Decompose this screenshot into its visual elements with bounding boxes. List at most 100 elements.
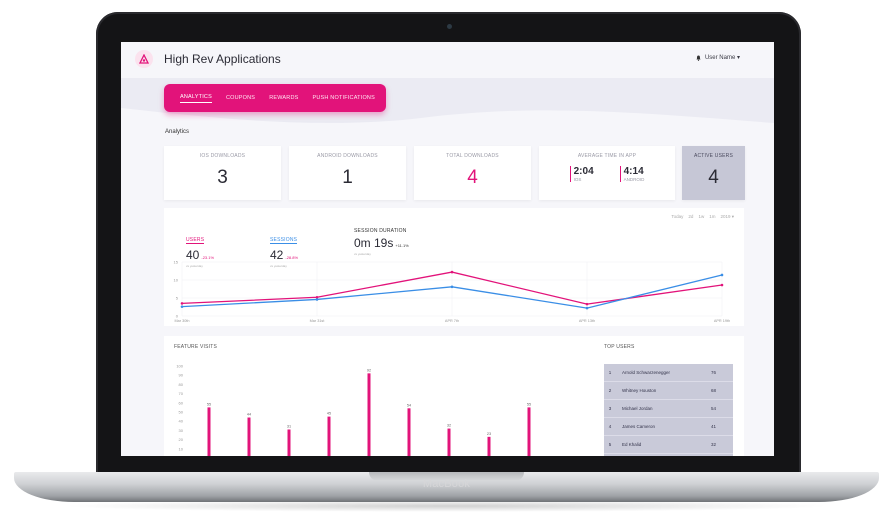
sessions-chart-panel: Today 2d 1w 1m 2019 ▾ USERS 40 -23.1% vs … <box>164 208 744 326</box>
total-downloads-card: TOTAL DOWNLOADS 4 <box>414 146 531 200</box>
metric-users-value: 40 <box>186 248 200 262</box>
feature-bar <box>407 408 411 456</box>
feature-bar <box>367 373 371 456</box>
bar-value-label: 32 <box>447 424 451 428</box>
top-user-row[interactable]: 4 James Cameron 41 <box>604 418 733 436</box>
top-user-rank: 1 <box>608 370 612 375</box>
active-users-label: ACTIVE USERS <box>693 153 734 159</box>
nav-tabs: ANALYTICS COUPONS REWARDS PUSH NOTIFICAT… <box>164 84 386 112</box>
app-logo-icon[interactable] <box>135 50 153 68</box>
y-tick-label: 60 <box>179 400 184 405</box>
avg-time-card: AVERAGE TIME IN APP 2:04 IOS 4:14 ANDROI… <box>539 146 675 200</box>
data-point <box>720 273 724 277</box>
data-point <box>315 295 319 299</box>
range-1w[interactable]: 1w <box>698 214 705 219</box>
app-title: High Rev Applications <box>164 52 281 66</box>
metric-duration-value: 0m 19s <box>354 236 394 250</box>
bell-icon[interactable] <box>696 55 701 61</box>
top-user-rank: 4 <box>608 424 612 429</box>
y-tick-label: 20 <box>179 437 184 442</box>
metric-sessions-sub: vs yesterday <box>270 264 287 268</box>
x-tick-label: Mar 30th <box>175 319 190 323</box>
x-tick-label: APR 7th <box>445 319 459 323</box>
camera <box>447 24 452 29</box>
top-user-name: Michael Jordan <box>622 406 653 411</box>
avg-time-ios: 2:04 IOS <box>569 166 594 182</box>
bar-value-label: 92 <box>367 368 371 372</box>
total-downloads-value: 4 <box>467 167 478 188</box>
data-point <box>450 270 454 274</box>
avg-time-ios-label: IOS <box>573 177 582 182</box>
app-header: High Rev Applications User Name ▾ <box>121 42 774 78</box>
device-brand: MacBook <box>422 478 471 490</box>
range-1m[interactable]: 1m <box>709 214 716 219</box>
metric-sessions[interactable]: SESSIONS 42 -28.8% vs yesterday <box>270 228 298 268</box>
x-tick-label: Mar 31st <box>310 319 326 323</box>
android-downloads-label: ANDROID DOWNLOADS <box>317 153 378 159</box>
y-tick-label: 70 <box>179 391 184 396</box>
android-downloads-value: 1 <box>342 167 353 188</box>
feature-bar <box>327 416 331 456</box>
total-downloads-label: TOTAL DOWNLOADS <box>446 153 499 159</box>
metric-duration-delta: +11.1% <box>395 243 409 248</box>
data-point <box>720 283 724 287</box>
y-tick-label: 90 <box>179 373 184 378</box>
top-user-score: 32 <box>711 442 717 447</box>
top-user-row[interactable]: 5 Ed Khalid 32 <box>604 436 733 454</box>
y-tick-label: 10 <box>174 278 179 283</box>
metric-duration-label: SESSION DURATION <box>354 228 407 234</box>
ios-downloads-card: IOS DOWNLOADS 3 <box>164 146 281 200</box>
top-user-rank: 5 <box>608 442 612 447</box>
top-user-name: James Cameron <box>622 424 656 429</box>
top-user-name: Ed Khalid <box>622 442 642 447</box>
feature-bar <box>487 436 491 456</box>
tab-coupons[interactable]: COUPONS <box>225 95 256 101</box>
top-user-score: 76 <box>711 370 717 375</box>
y-tick-label: 15 <box>174 260 179 265</box>
y-tick-label: 80 <box>179 382 184 387</box>
data-point <box>450 285 454 289</box>
feature-visits-title: FEATURE VISITS <box>174 344 217 350</box>
top-user-score: 41 <box>711 424 717 429</box>
range-year-dropdown[interactable]: 2019 ▾ <box>720 214 734 219</box>
bar-value-label: 54 <box>407 403 411 407</box>
data-point <box>180 305 184 308</box>
user-menu[interactable]: User Name ▾ <box>696 54 740 61</box>
screen: High Rev Applications User Name ▾ ANALYT… <box>121 42 774 456</box>
avg-time-android-value: 4:14 <box>623 166 644 177</box>
range-2d[interactable]: 2d <box>688 214 694 219</box>
top-user-score: 68 <box>711 388 717 393</box>
avg-time-android-label: ANDROID <box>623 177 645 182</box>
tab-analytics[interactable]: ANALYTICS <box>180 94 212 103</box>
user-name[interactable]: User Name ▾ <box>704 55 740 61</box>
y-tick-label: 50 <box>179 410 184 415</box>
metric-users-delta: -23.1% <box>201 255 215 260</box>
data-point <box>585 306 589 310</box>
avg-time-android: 4:14 ANDROID <box>619 166 645 182</box>
laptop-shadow <box>60 500 833 512</box>
bar-value-label: 31 <box>287 424 291 428</box>
tab-rewards[interactable]: REWARDS <box>269 95 299 101</box>
top-user-row[interactable]: 1 Arnold Schwarzenegger 76 <box>604 364 733 382</box>
range-today[interactable]: Today <box>671 214 684 219</box>
metric-users[interactable]: USERS 40 -23.1% vs yesterday <box>186 228 214 268</box>
top-user-row[interactable]: 3 Michael Jordan 54 <box>604 400 733 418</box>
active-users-value: 4 <box>708 167 719 188</box>
active-users-card[interactable]: ACTIVE USERS 4 <box>682 146 745 200</box>
ios-downloads-value: 3 <box>217 167 228 188</box>
feature-bar <box>247 417 251 456</box>
metric-duration[interactable]: SESSION DURATION 0m 19s +11.1% vs yesterd… <box>354 228 409 256</box>
x-tick-label: APR 13th <box>579 319 595 323</box>
y-tick-label: 0 <box>181 456 184 457</box>
metric-users-label: USERS <box>186 237 205 244</box>
ios-downloads-label: IOS DOWNLOADS <box>199 153 246 159</box>
metric-sessions-value: 42 <box>270 248 284 262</box>
top-user-rank: 2 <box>608 388 612 393</box>
tab-push-notifications[interactable]: PUSH NOTIFICATIONS <box>312 95 375 101</box>
bar-value-label: 44 <box>247 413 251 417</box>
date-range-selector: Today 2d 1w 1m 2019 ▾ <box>671 214 734 220</box>
top-user-row[interactable]: 2 Whitney Houston 68 <box>604 382 733 400</box>
base-notch <box>369 472 524 481</box>
y-tick-label: 10 <box>179 446 184 451</box>
top-users-list: 1 Arnold Schwarzenegger 76 2 Whitney Hou… <box>604 364 733 456</box>
